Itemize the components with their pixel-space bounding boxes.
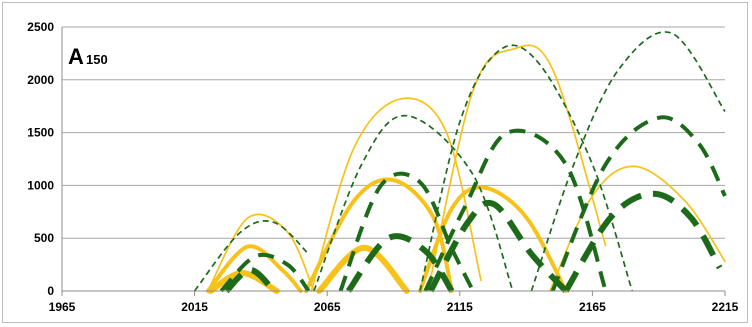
y-tick-label: 0 [47, 284, 54, 298]
chart-frame [2, 2, 748, 323]
series-line-green-thick [224, 266, 277, 294]
x-tick-label: 2015 [181, 300, 208, 314]
series-line-gold-medium [418, 185, 568, 293]
series-line-green-medium [550, 115, 727, 292]
series-line-green-medium [423, 128, 608, 292]
panel-label-group: A 150 [68, 44, 108, 69]
panel-label-subscript: 150 [86, 52, 108, 67]
y-tick-label: 2500 [27, 20, 54, 34]
x-tick-label: 1965 [49, 300, 76, 314]
series-lines [193, 31, 727, 294]
series-line-gold-thin [310, 97, 482, 292]
series-line-green-thick [563, 190, 723, 293]
panel-label: A [68, 44, 84, 69]
y-tick-label: 1500 [27, 126, 54, 140]
series-line-gold-thin [207, 213, 315, 292]
series-line-green-thin [419, 44, 634, 292]
grid [62, 26, 725, 239]
series-line-gold-thick [316, 244, 410, 294]
y-tick-label: 500 [34, 231, 54, 245]
series-line-green-thick [427, 199, 569, 294]
series-line-green-medium [219, 252, 311, 293]
y-tick-label: 1000 [27, 178, 54, 192]
series-line-gold-thick [207, 269, 280, 294]
series-line-green-thin [193, 220, 310, 292]
y-tick-label: 2000 [27, 73, 54, 87]
x-tick-label: 2065 [314, 300, 341, 314]
x-tick-label: 2115 [447, 300, 473, 314]
x-tick-label: 2165 [579, 300, 606, 314]
series-line-gold-medium [304, 177, 454, 293]
series-line-green-thick [345, 233, 455, 293]
series-line-gold-thin [427, 44, 607, 292]
series-line-green-thin [313, 114, 514, 292]
series-line-green-thin [530, 31, 726, 292]
x-tick-label: 2215 [712, 300, 739, 314]
axes: 0 500 1000 1500 2000 2500 1965 2015 2065 2115 2165… [27, 20, 738, 314]
series-line-green-medium [338, 171, 475, 292]
